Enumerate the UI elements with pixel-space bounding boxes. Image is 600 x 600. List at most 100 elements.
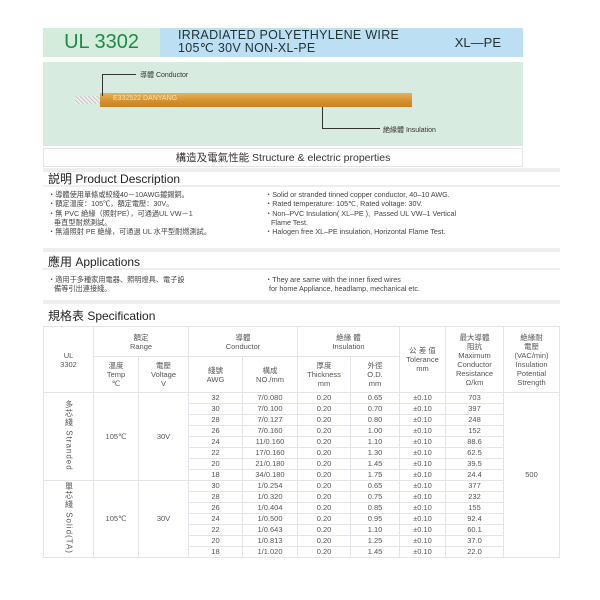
group-temp: 105℃ [93, 392, 139, 481]
resistance-cell: 37.0 [445, 535, 504, 547]
awg-cell: 24 [188, 436, 243, 448]
resistance-cell: 377 [445, 480, 504, 492]
table-row: 18 1/1.020 0.20 1.45 ±0.10 22.0 [44, 546, 560, 558]
resistance-cell: 62.5 [445, 447, 504, 459]
thickness-cell: 0.20 [297, 436, 351, 448]
od-cell: 1.45 [350, 546, 400, 558]
thickness-cell: 0.20 [297, 491, 351, 503]
tolerance-cell: ±0.10 [399, 447, 446, 459]
od-cell: 1.00 [350, 425, 400, 437]
thickness-cell: 0.20 [297, 458, 351, 470]
spec-heading: 規格表 Specification [48, 309, 156, 323]
insulation-leader-line [322, 107, 380, 129]
tolerance-cell: ±0.10 [399, 403, 446, 415]
col-conductor: 導體 Conductor [188, 326, 298, 357]
resistance-cell: 60.1 [445, 524, 504, 536]
tolerance-cell: ±0.10 [399, 425, 446, 437]
construction-cell: 11/0.160 [242, 436, 298, 448]
group-label: 多芯綫 Stranded [64, 399, 74, 471]
wire-print: E332522 DANYANG [113, 95, 178, 102]
description-heading: 説明 Product Description [48, 172, 181, 186]
construction-cell: 7/0.080 [242, 392, 298, 404]
title-banner: IRRADIATED POLYETHYLENE WIRE 105℃ 30V NON… [160, 28, 523, 57]
group-name: 多芯綫 Stranded [43, 392, 94, 481]
description-en: ・Solid or stranded tinned copper conduct… [265, 190, 457, 237]
tolerance-cell: ±0.10 [399, 535, 446, 547]
applications-zh: ・適用于多種家用電器、照明燈具、電子設 備等引出連接綫。 [48, 275, 185, 294]
group-voltage: 30V [138, 480, 189, 558]
awg-cell: 32 [188, 392, 243, 404]
thickness-cell: 0.20 [297, 480, 351, 492]
description-zh: ・導體使用單條或絞綫40－10AWG鍍錫銅。 ・額定溫度：105℃，額定電壓：3… [48, 190, 212, 237]
resistance-cell: 232 [445, 491, 504, 503]
tolerance-cell: ±0.10 [399, 524, 446, 536]
col-awg: 綫號 AWG [188, 356, 243, 393]
tolerance-cell: ±0.10 [399, 414, 446, 426]
od-cell: 0.70 [350, 403, 400, 415]
divider [43, 248, 560, 252]
construction-cell: 7/0.100 [242, 403, 298, 415]
thickness-cell: 0.20 [297, 535, 351, 547]
tolerance-cell: ±0.10 [399, 480, 446, 492]
thickness-cell: 0.20 [297, 469, 351, 481]
thickness-cell: 0.20 [297, 513, 351, 525]
tolerance-cell: ±0.10 [399, 392, 446, 404]
awg-cell: 24 [188, 513, 243, 525]
thickness-cell: 0.20 [297, 425, 351, 437]
divider [43, 268, 560, 270]
resistance-cell: 397 [445, 403, 504, 415]
strength-cell: 500 [503, 392, 560, 558]
structure-heading: 構造及電氣性能 Structure & electric properties [43, 148, 523, 167]
applications-heading: 應用 Applications [48, 255, 141, 269]
divider [43, 168, 560, 172]
od-cell: 0.75 [350, 491, 400, 503]
col-insulation: 絶緣 體 Insulation [297, 326, 400, 357]
col-temp: 溫度 Temp ℃ [93, 356, 139, 393]
od-cell: 1.30 [350, 447, 400, 459]
applications-en: ・They are same with the inner fixed wire… [265, 275, 421, 294]
wire-insulation [100, 93, 412, 107]
material-code: XL—PE [454, 35, 501, 50]
awg-cell: 28 [188, 414, 243, 426]
od-cell: 1.10 [350, 524, 400, 536]
od-cell: 0.80 [350, 414, 400, 426]
group-label: 單芯綫 Solid(TA) [64, 481, 74, 554]
awg-cell: 20 [188, 458, 243, 470]
table-row: 多芯綫 Stranded 105℃ 30V 32 7/0.080 0.20 0.65 ±0.1… [43, 392, 560, 558]
resistance-cell: 39.5 [445, 458, 504, 470]
tolerance-cell: ±0.10 [399, 546, 446, 558]
resistance-cell: 24.4 [445, 469, 504, 481]
construction-cell: 1/0.500 [242, 513, 298, 525]
table-row: 單芯綫 Solid(TA) 105℃ 30V 30 1/0.254 0.20 0.65 ±0.… [43, 480, 560, 558]
col-ul: UL 3302 [43, 326, 94, 393]
resistance-cell: 248 [445, 414, 504, 426]
awg-cell: 18 [188, 469, 243, 481]
col-resistance: 最大導體 阻抗 Maximum Conductor Resistance Ω/k… [445, 326, 504, 393]
od-cell: 0.95 [350, 513, 400, 525]
construction-cell: 34/0.180 [242, 469, 298, 481]
resistance-cell: 155 [445, 502, 504, 514]
wire-illustration: E332522 DANYANG 導體 Conductor 絶緣體 Insulat… [43, 62, 523, 146]
construction-cell: 7/0.160 [242, 425, 298, 437]
title-line-2: 105℃ 30V NON-XL-PE [178, 41, 316, 55]
od-cell: 0.85 [350, 502, 400, 514]
col-range: 額定 Range [93, 326, 189, 357]
awg-cell: 28 [188, 491, 243, 503]
thickness-cell: 0.20 [297, 502, 351, 514]
group-name: 單芯綫 Solid(TA) [43, 480, 94, 558]
construction-cell: 1/0.320 [242, 491, 298, 503]
col-voltage: 電壓 Voltage V [138, 356, 189, 393]
table-row: 26 7/0.160 0.20 1.00 ±0.10 152 [44, 425, 560, 437]
tolerance-cell: ±0.10 [399, 458, 446, 470]
thickness-cell: 0.20 [297, 524, 351, 536]
construction-cell: 7/0.127 [242, 414, 298, 426]
awg-cell: 20 [188, 535, 243, 547]
construction-cell: 21/0.180 [242, 458, 298, 470]
od-cell: 0.65 [350, 392, 400, 404]
resistance-cell: 22.0 [445, 546, 504, 558]
od-cell: 1.45 [350, 458, 400, 470]
od-cell: 1.25 [350, 535, 400, 547]
model-badge: UL 3302 [43, 28, 160, 57]
spec-table: UL 3302 額定 Range 導體 Conductor 絶緣 體 Insul… [43, 326, 560, 558]
table-row: 20 21/0.180 0.20 1.45 ±0.10 39.5 [44, 458, 560, 470]
